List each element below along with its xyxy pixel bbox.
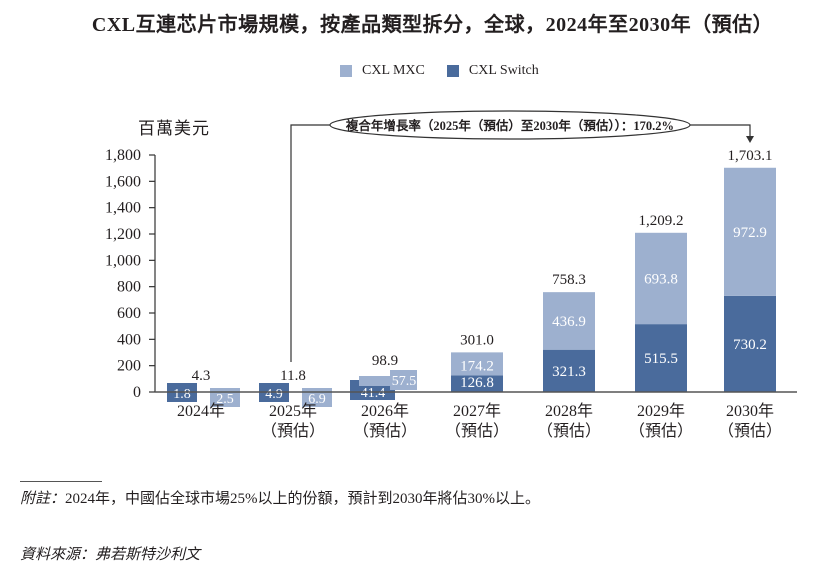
bar-switch (724, 295, 776, 392)
source-note: 資料來源：弗若斯特沙利文 (20, 543, 200, 564)
bar-label-switch: 126.8 (460, 375, 494, 391)
y-tick-label: 0 (133, 384, 141, 401)
x-tick-sublabel: （預估） (445, 422, 509, 440)
legend-item-switch: CXL Switch (446, 63, 539, 79)
bar-label-switch: 4.9 (265, 387, 283, 402)
footnote: 附註：2024年，中國佔全球市場25%以上的份額，預計到2030年將佔30%以上… (20, 487, 540, 508)
y-tick-label: 1,600 (105, 173, 141, 190)
legend: CXL MXC CXL Switch (340, 63, 561, 79)
x-tick-sublabel: （預估） (537, 422, 601, 440)
bar-label-switch: 515.5 (644, 351, 678, 367)
bar-label-mxc: 972.9 (733, 225, 767, 241)
total-label: 1,209.2 (639, 213, 684, 229)
bar-mxc (543, 292, 595, 350)
y-tick-label: 1,200 (105, 226, 141, 243)
source-text: 弗若斯特沙利文 (95, 547, 201, 563)
legend-swatch-mxc (340, 65, 352, 77)
y-axis-unit-label: 百萬美元 (138, 119, 210, 138)
legend-swatch-switch (446, 65, 459, 77)
x-tick-label: 2027年 (453, 402, 501, 420)
cagr-annotation-text: 複合年增長率（2025年（預估）至2030年（預估））：170.2% (345, 118, 674, 133)
bar-switch (451, 375, 503, 392)
bar-label-mxc: 174.2 (460, 358, 494, 374)
footnote-label: 附註： (20, 491, 66, 507)
bar-label-mxc: 436.9 (552, 314, 586, 330)
bar-label-mxc: 693.8 (644, 271, 678, 287)
bar-mxc (451, 352, 503, 376)
bar-label-mxc: 6.9 (308, 392, 326, 407)
cagr-connector-left (290, 124, 330, 362)
bar-mxc (359, 376, 417, 386)
y-tick-label: 800 (117, 279, 141, 296)
x-tick-label: 2029年 (637, 402, 685, 420)
y-tick-label: 1,000 (105, 252, 141, 269)
bar-label-mxc: 2.5 (216, 392, 234, 407)
total-label: 758.3 (552, 272, 586, 288)
chart-title: CXL互連芯片市場規模，按產品類型拆分，全球，2024年至2030年（預估） (91, 14, 774, 36)
y-tick-label: 400 (117, 331, 141, 348)
legend-label-mxc: CXL MXC (362, 63, 425, 78)
bar-label-mxc: 57.5 (392, 374, 417, 389)
cagr-connector-right (690, 124, 751, 137)
stacked-bar-chart: 0 200 400 600 800 1,000 1,200 1,400 1,600 1,800 1.… (105, 110, 797, 440)
legend-item-mxc: CXL MXC (340, 63, 425, 79)
total-label: 1,703.1 (728, 148, 773, 164)
x-tick-label: 2030年 (726, 402, 774, 420)
bar-label-switch: 41.4 (361, 386, 386, 401)
x-tick-label: 2028年 (545, 402, 593, 420)
bar-label-switch: 1.8 (173, 387, 191, 402)
x-tick-sublabel: （預估） (261, 422, 325, 440)
footnote-text: 2024年，中國佔全球市場25%以上的份額，預計到2030年將佔30%以上。 (65, 491, 541, 507)
x-tick-label: 2025年 (269, 402, 317, 420)
x-tick-label: 2026年 (361, 402, 409, 420)
total-label: 4.3 (192, 368, 211, 384)
bar-mxc-label-bg (390, 370, 417, 390)
bar-switch (635, 324, 687, 392)
total-label: 11.8 (280, 368, 306, 384)
cagr-arrowhead-icon (746, 136, 754, 143)
bar-label-switch: 730.2 (733, 337, 767, 353)
total-label: 301.0 (460, 332, 494, 348)
x-tick-sublabel: （預估） (353, 422, 417, 440)
source-label: 資料來源： (20, 547, 96, 563)
x-tick-sublabel: （預估） (629, 422, 693, 440)
y-tick-label: 1,800 (105, 147, 141, 164)
bar-label-switch: 321.3 (552, 364, 586, 380)
bar-mxc (635, 232, 687, 325)
total-label: 98.9 (372, 353, 398, 369)
x-tick-label: 2024年 (177, 402, 225, 420)
y-tick-label: 200 (117, 358, 141, 375)
y-tick-label: 600 (117, 305, 141, 322)
x-tick-sublabel: （預估） (718, 422, 782, 440)
footnote-divider (20, 481, 102, 482)
bar-mxc (724, 167, 776, 296)
y-tick-label: 1,400 (105, 200, 141, 217)
legend-label-switch: CXL Switch (468, 63, 539, 78)
bar-switch (543, 349, 595, 392)
